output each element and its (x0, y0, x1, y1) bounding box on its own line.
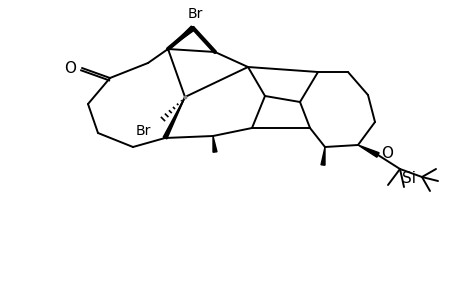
Polygon shape (320, 147, 325, 165)
Polygon shape (168, 26, 194, 49)
Text: O: O (380, 146, 392, 160)
Polygon shape (163, 97, 185, 139)
Text: Si: Si (401, 171, 415, 186)
Polygon shape (357, 145, 378, 157)
Text: Br: Br (187, 7, 202, 21)
Text: Br: Br (135, 124, 151, 138)
Polygon shape (213, 136, 217, 152)
Text: O: O (64, 61, 76, 76)
